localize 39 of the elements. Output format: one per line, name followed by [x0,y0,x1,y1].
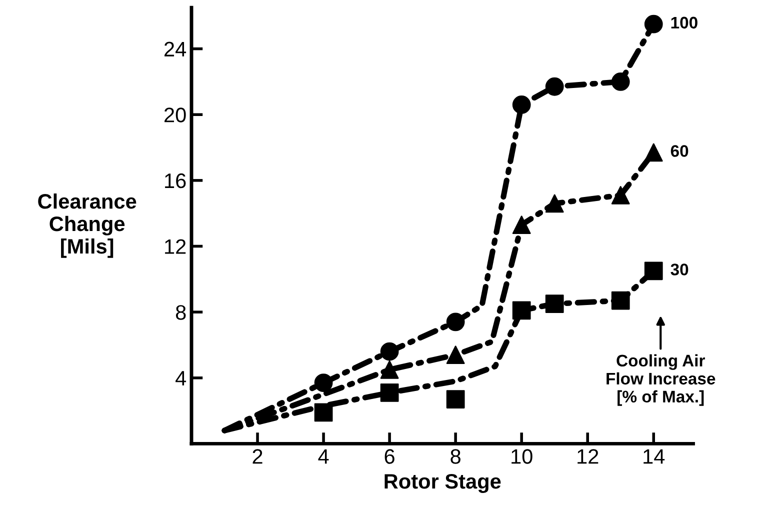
y-tick-label: 4 [176,371,186,386]
annotation: Cooling Air Flow Increase [% of Max.] [606,354,716,406]
point [446,390,465,408]
x-tick-label: 4 [318,449,329,464]
point [512,96,531,114]
point [644,143,663,162]
y-tick-label: 16 [165,173,186,188]
point [446,346,465,364]
point [611,291,630,310]
y-tick-label: 12 [165,239,186,254]
y-axis-title: Clearance Change [Mils] [38,193,136,258]
point [314,374,333,392]
y-tick-label: 8 [176,305,186,320]
point [380,342,399,361]
point [644,14,663,34]
point [545,194,564,213]
series-label: 60 [670,145,688,157]
point [314,403,333,422]
x-tick-label: 12 [578,449,598,464]
x-tick-label: 14 [644,449,665,464]
point [611,186,630,204]
point [545,294,564,314]
x-tick-label: 2 [252,449,262,464]
x-tick-label: 8 [450,449,460,464]
point [380,360,399,379]
point [512,301,531,320]
x-tick-label: 10 [512,449,532,464]
y-tick-label: 20 [164,108,186,122]
series-label: 30 [670,264,688,276]
y-tick-label: 24 [164,42,186,56]
point [545,77,564,96]
point [611,72,630,91]
point [380,383,399,402]
point [446,312,465,332]
x-axis-title: Rotor Stage [384,474,501,493]
x-tick-label: 6 [384,449,394,464]
point [644,262,663,280]
point [512,216,531,234]
series-label: 100 [671,16,698,29]
